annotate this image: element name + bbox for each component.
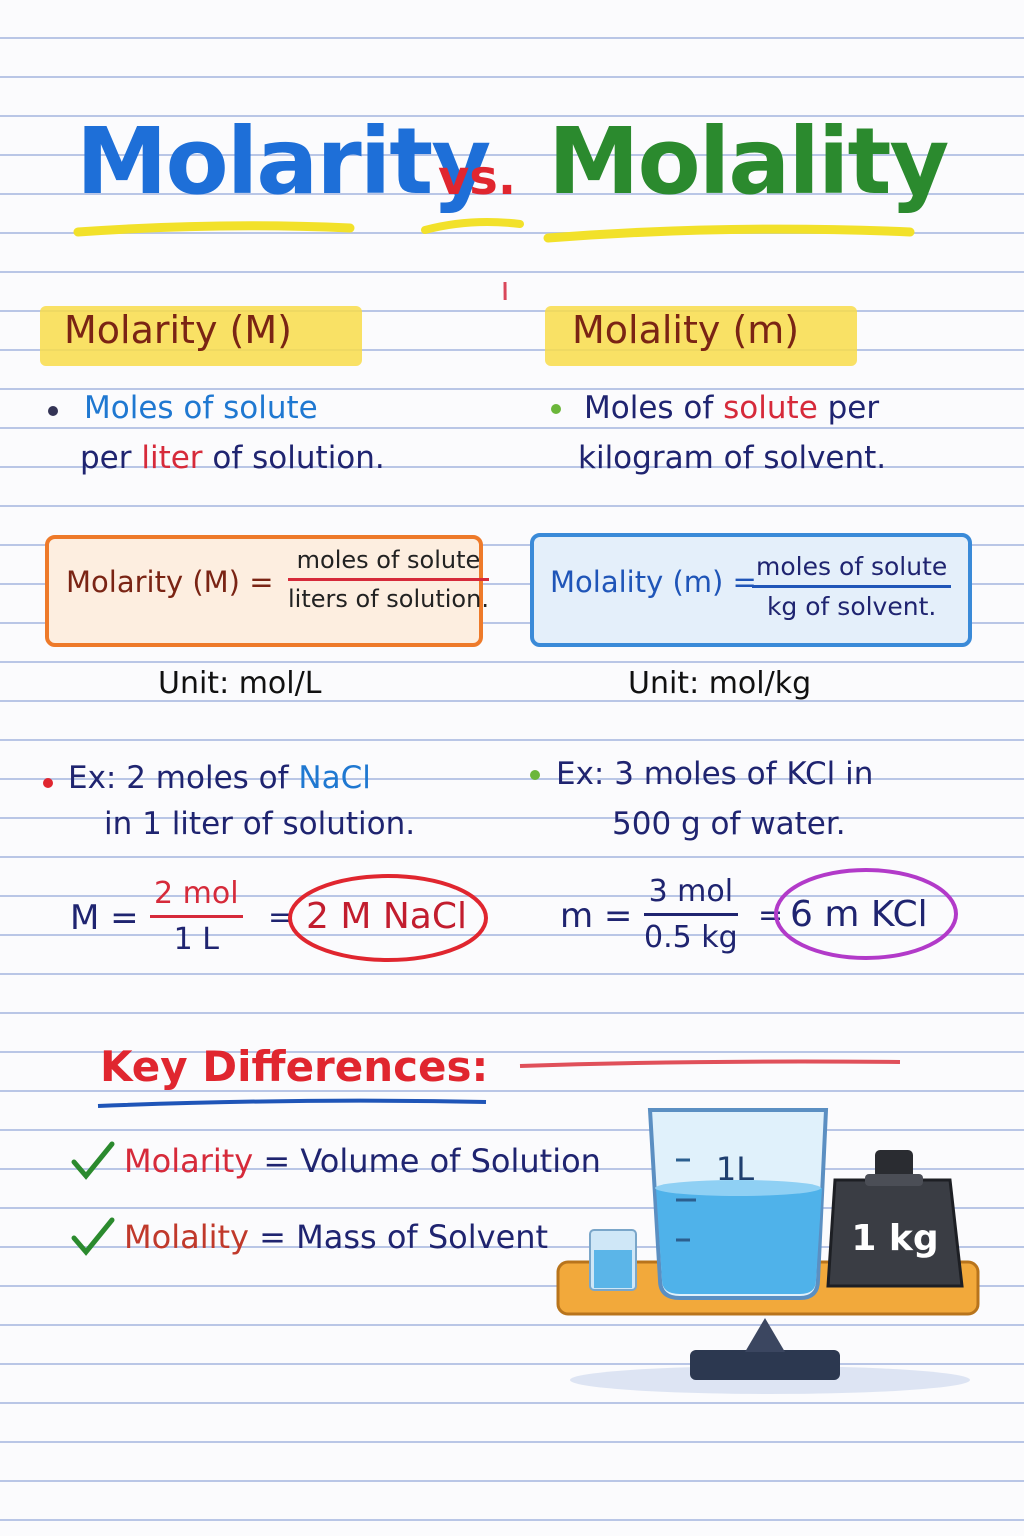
example-line: Ex: 2 moles of NaCl [68,760,371,796]
definition-text: kilogram of solvent. [578,440,887,476]
title-left: Molarity [76,108,491,215]
calc-denominator: 0.5 kg [644,920,738,955]
definition-text: Moles of [584,390,714,426]
balance-illustration: 1L 1 kg [556,1108,980,1394]
calc-numerator: 2 mol [150,876,243,918]
example-text: Ex: 3 moles of KCl in [556,756,874,792]
difference-text: = Volume of Solution [263,1142,601,1180]
formula-box [530,533,972,647]
definition-text: of solution. [212,440,385,476]
checkmarks [71,1141,115,1256]
weight-label: 1 kg [851,1218,938,1259]
calc-fraction: 2 mol 1 L [150,876,243,957]
formula-lhs: Molality (m) = [550,565,757,599]
title-underlines [73,218,915,300]
example-text: 500 g of water. [612,806,846,842]
calc-lhs: M = [70,898,139,938]
bullet [551,404,561,414]
formula-fraction: moles of solute liters of solution. [288,546,489,613]
difference-term: Molality [124,1218,249,1256]
example-text: Ex: 2 moles of [68,760,289,796]
formula-lhs: Molarity (M) = [66,565,274,599]
calc-denominator: 1 L [173,922,219,957]
unit: Unit: mol/L [158,666,322,701]
example-text: in 1 liter of solution. [104,806,416,842]
example-text: NaCl [298,760,371,796]
definition-text: Moles of solute [84,390,318,426]
title-right: Molality [548,108,949,215]
calc-numerator: 3 mol [644,874,738,916]
definition-text: solute [723,390,818,426]
formula-numerator: moles of solute [752,552,952,588]
formula-denominator: kg of solvent. [766,592,937,621]
difference-item: Molarity = Volume of Solution [124,1142,601,1180]
molality-heading: Molality (m) [572,308,800,352]
definition-text: per [827,390,880,426]
key-differences-heading: Key Differences: [100,1042,489,1091]
formula-numerator: moles of solute [288,546,489,581]
difference-term: Molarity [124,1142,254,1180]
unit: Unit: mol/kg [628,666,812,701]
difference-text: = Mass of Solvent [259,1218,549,1256]
formula-box [45,535,483,647]
calc-result: 2 M NaCl [306,896,467,937]
result-circle [288,874,488,962]
key-underlines [97,1059,901,1108]
calc-result: 6 m KCl [790,894,928,935]
title-vs: vs. [438,150,517,206]
definition-text: liter [141,440,203,476]
formula-denominator: liters of solution. [288,585,489,613]
difference-item: Molality = Mass of Solvent [124,1218,548,1256]
bullet [48,406,58,416]
calc-lhs: m = [560,896,633,936]
molarity-heading: Molarity (M) [64,308,292,352]
heading-highlight [545,306,857,366]
definition-text: per [80,440,132,476]
formula-fraction: moles of solute kg of solvent. [752,552,952,621]
heading-highlight [40,306,362,366]
beaker-label: 1L [716,1150,754,1188]
result-circle [774,868,958,960]
bullet [43,778,53,788]
definition-line: per liter of solution. [80,440,385,476]
calc-fraction: 3 mol 0.5 kg [644,874,738,955]
bullet [530,770,540,780]
definition-line: Moles of solute per [584,390,879,426]
